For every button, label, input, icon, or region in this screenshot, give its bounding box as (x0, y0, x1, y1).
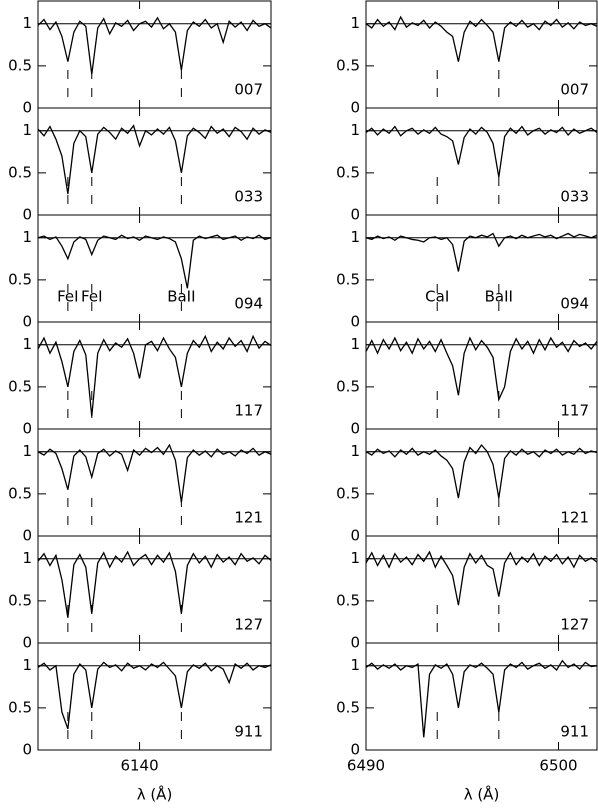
y-tick-label: 1 (22, 228, 32, 246)
y-tick-label: 0 (350, 527, 360, 545)
panel-label: 033 (234, 188, 263, 206)
y-tick-label: 1 (350, 656, 360, 674)
x-tick-label: 6490 (347, 757, 385, 775)
panel-label: 127 (234, 616, 263, 634)
y-tick-label: 0.5 (336, 591, 360, 609)
spectrum-line (37, 550, 272, 618)
line-label: BaII (485, 288, 513, 306)
y-tick-label: 0.5 (336, 163, 360, 181)
spectrum-line (37, 124, 272, 195)
y-tick-label: 1 (350, 14, 360, 32)
y-tick-label: 0 (22, 741, 32, 759)
line-label: FeI (81, 288, 102, 306)
y-tick-label: 0 (350, 206, 360, 224)
spectrum-line (365, 550, 598, 606)
y-tick-label: 1 (22, 121, 32, 139)
y-tick-label: 1 (22, 549, 32, 567)
panel-label: 117 (560, 402, 589, 420)
y-tick-label: 1 (22, 442, 32, 460)
y-tick-label: 1 (350, 228, 360, 246)
y-tick-label: 1 (22, 14, 32, 32)
y-tick-label: 0 (22, 634, 32, 652)
y-tick-label: 0 (22, 99, 32, 117)
y-tick-label: 0 (350, 313, 360, 331)
y-tick-label: 0.5 (8, 484, 32, 502)
y-tick-label: 0.5 (8, 591, 32, 609)
panel-label: 094 (234, 295, 263, 313)
spectrum-line (37, 443, 272, 503)
spectrum-line (365, 125, 598, 178)
panel-label: 127 (560, 616, 589, 634)
y-tick-label: 1 (22, 335, 32, 353)
line-label: CaI (425, 288, 449, 306)
x-tick-label: 6500 (539, 757, 577, 775)
spectrum-line (365, 15, 598, 62)
y-tick-label: 0 (22, 313, 32, 331)
panel-frame (365, 642, 598, 751)
y-tick-label: 0.5 (8, 163, 32, 181)
line-label: FeI (57, 288, 78, 306)
spectrum-line (365, 659, 598, 738)
y-tick-label: 0.5 (8, 270, 32, 288)
y-tick-label: 0.5 (8, 377, 32, 395)
y-tick-label: 0 (22, 206, 32, 224)
spectrum-line (365, 336, 598, 402)
spectrum-line (365, 232, 598, 272)
panel-frame (37, 642, 272, 751)
x-axis-label: λ (Å) (464, 785, 500, 804)
y-tick-label: 1 (22, 656, 32, 674)
panel-label: 117 (234, 402, 263, 420)
x-tick-label: 6140 (120, 757, 158, 775)
spectrum-line (37, 334, 272, 417)
y-tick-label: 0 (350, 420, 360, 438)
y-tick-label: 0.5 (336, 484, 360, 502)
panel-label: 911 (560, 723, 589, 741)
y-tick-label: 0.5 (8, 698, 32, 716)
x-axis-label: λ (Å) (137, 785, 173, 804)
y-tick-label: 0.5 (336, 377, 360, 395)
y-tick-label: 0 (22, 527, 32, 545)
y-tick-label: 0 (350, 741, 360, 759)
line-label: BaII (167, 288, 195, 306)
y-tick-label: 0.5 (8, 56, 32, 74)
y-tick-label: 1 (350, 121, 360, 139)
y-tick-label: 1 (350, 335, 360, 353)
panel-label: 094 (560, 295, 589, 313)
spectrum-line (37, 16, 272, 75)
panel-label: 121 (234, 509, 263, 527)
spectrum-line (37, 661, 272, 730)
panel-label: 007 (560, 81, 589, 99)
panel-label: 911 (234, 723, 263, 741)
y-tick-label: 1 (350, 442, 360, 460)
panel-label: 033 (560, 188, 589, 206)
y-tick-label: 1 (350, 549, 360, 567)
y-tick-label: 0 (350, 634, 360, 652)
panel-label: 121 (560, 509, 589, 527)
y-tick-label: 0.5 (336, 56, 360, 74)
spectrum-line (37, 234, 272, 289)
y-tick-label: 0.5 (336, 698, 360, 716)
spectrum-line (365, 443, 598, 499)
y-tick-label: 0 (350, 99, 360, 117)
y-tick-label: 0.5 (336, 270, 360, 288)
panel-label: 007 (234, 81, 263, 99)
y-tick-label: 0 (22, 420, 32, 438)
